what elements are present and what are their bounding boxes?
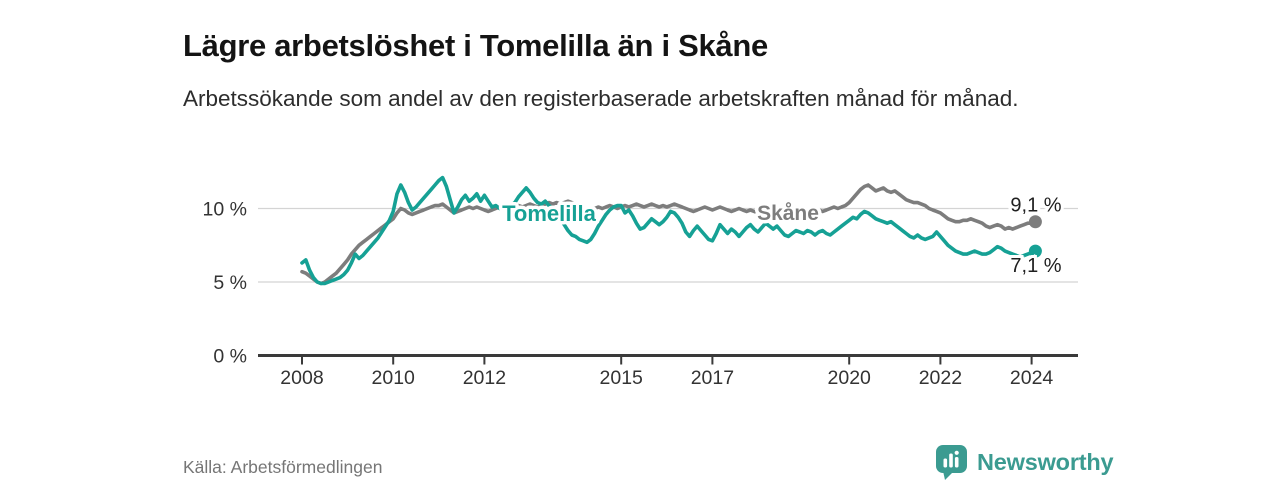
brand-logo: Newsworthy <box>934 443 1114 480</box>
source-note: Källa: Arbetsförmedlingen <box>183 457 383 477</box>
x-tick-label: 2010 <box>372 367 416 389</box>
x-tick-label: 2008 <box>280 367 323 389</box>
series-end-dot-skåne <box>1028 215 1042 229</box>
y-tick-label: 10 % <box>203 199 247 221</box>
y-tick-label: 0 % <box>213 346 247 368</box>
series-end-dot-tomelilla <box>1028 244 1042 258</box>
x-tick-label: 2020 <box>828 367 872 389</box>
x-tick-label: 2012 <box>463 367 506 389</box>
x-tick-label: 2024 <box>1010 367 1054 389</box>
series-line-skåne <box>300 183 1038 286</box>
series-label-tomelilla: Tomelilla <box>502 201 596 226</box>
x-tick-label: 2015 <box>600 367 644 389</box>
series-end-label-tomelilla: 7,1 % <box>1010 255 1061 277</box>
series-line-tomelilla <box>300 175 1038 286</box>
series-label-skåne: Skåne <box>757 202 819 225</box>
newsworthy-icon <box>934 443 970 480</box>
chart-title: Lägre arbetslöshet i Tomelilla än i Skån… <box>183 27 768 63</box>
y-tick-label: 5 % <box>213 272 247 294</box>
brand-name: Newsworthy <box>977 448 1114 475</box>
x-tick-label: 2022 <box>919 367 962 389</box>
chart-subtitle: Arbetssökande som andel av den registerb… <box>183 85 1019 111</box>
series-end-label-skåne: 9,1 % <box>1010 195 1061 217</box>
x-tick-label: 2017 <box>691 367 734 389</box>
